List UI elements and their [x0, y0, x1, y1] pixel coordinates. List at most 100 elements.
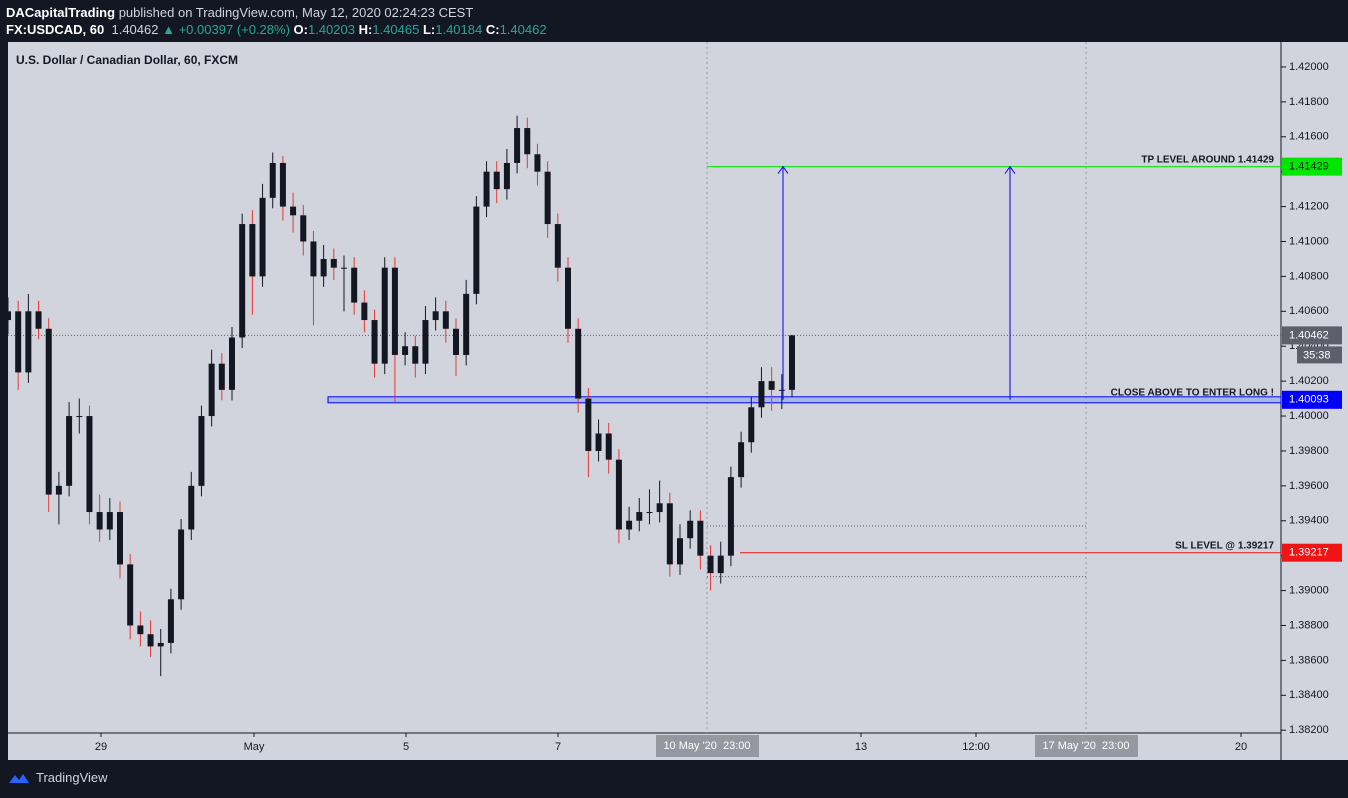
range-label: 10 May '20 23:00: [663, 740, 750, 752]
candle-body: [707, 555, 714, 574]
published: published on TradingView.com, May 12, 20…: [118, 5, 474, 20]
author: DACapitalTrading: [6, 5, 116, 20]
candle-body: [45, 328, 52, 495]
arrow-head: [1004, 165, 1016, 174]
candle-body: [422, 320, 429, 364]
level-price: 1.40093: [1289, 394, 1329, 406]
candle-body: [188, 485, 195, 530]
y-tick-label: 1.41600: [1289, 131, 1329, 143]
y-tick-label: 1.38400: [1289, 689, 1329, 701]
candle-body: [127, 564, 134, 626]
open-label: O:: [293, 22, 308, 37]
level-price: 1.41429: [1289, 161, 1329, 173]
candle-body: [493, 171, 500, 190]
candle-body: [738, 442, 745, 478]
candle-body: [259, 197, 266, 277]
candle-body: [524, 128, 531, 155]
candle-body: [412, 346, 419, 364]
candle-body: [76, 416, 83, 418]
y-tick-label: 1.40800: [1289, 270, 1329, 282]
level-price: 1.39217: [1289, 547, 1329, 559]
candle-body: [463, 293, 470, 355]
high-label: H:: [358, 22, 373, 37]
x-tick-label: May: [244, 741, 265, 753]
level-price-box: [1282, 543, 1342, 562]
candle-body: [575, 328, 582, 399]
candle-body: [697, 520, 704, 556]
level-price-box: [1282, 390, 1342, 409]
last-price-box: [1282, 326, 1342, 345]
candle-body: [269, 162, 276, 198]
candle-body: [544, 171, 551, 225]
candle-body: [442, 311, 449, 329]
range-label: 17 May '20 23:00: [1042, 740, 1129, 752]
countdown: 35:38: [1303, 349, 1331, 361]
candle-body: [778, 389, 785, 391]
candle-body: [341, 267, 347, 269]
candle-body: [453, 328, 459, 355]
logo: [9, 773, 29, 783]
candle-body: [402, 346, 409, 355]
candle-body: [178, 529, 185, 600]
candle-body: [371, 320, 378, 364]
candle-body: [330, 258, 337, 268]
candle-body: [239, 224, 246, 338]
candle-body: [656, 503, 663, 513]
last-price: 1.40462: [1289, 329, 1329, 341]
candle-body: [585, 398, 592, 451]
chart-title: U.S. Dollar / Canadian Dollar, 60, FXCM: [16, 53, 238, 67]
level-text: CLOSE ABOVE TO ENTER LONG !: [1111, 387, 1274, 398]
candle-body: [789, 335, 795, 390]
candle-body: [5, 311, 11, 321]
y-tick-label: 1.41000: [1289, 235, 1329, 247]
candle-body: [687, 520, 694, 539]
candle-body: [198, 416, 205, 486]
candle-body: [86, 416, 93, 513]
candle-body: [300, 215, 307, 242]
candle-body: [432, 311, 439, 321]
candle-body: [483, 171, 490, 207]
y-tick-label: 1.42000: [1289, 61, 1329, 73]
level-price-box: [1282, 157, 1342, 176]
low: 1.40184: [435, 22, 483, 37]
x-tick-label: 13: [855, 741, 867, 753]
candle-body: [748, 407, 755, 443]
close-label: C:: [485, 22, 500, 37]
candle-body: [666, 503, 673, 565]
y-tick-label: 1.38600: [1289, 654, 1329, 666]
candle-body: [677, 538, 683, 565]
header: DACapitalTrading published on TradingVie…: [0, 0, 1348, 40]
range-label-box: [656, 735, 759, 757]
candle-body: [503, 162, 510, 190]
last: 1.40462: [111, 22, 159, 37]
candle-body: [279, 162, 286, 207]
brand: TradingView: [36, 770, 108, 785]
candle-body: [646, 512, 653, 514]
x-tick-label: 20: [1235, 741, 1247, 753]
candle-body: [66, 416, 73, 486]
candle-body: [565, 267, 571, 329]
candle-body: [290, 206, 297, 216]
y-tick-label: 1.41200: [1289, 200, 1329, 212]
level-text: SL LEVEL @ 1.39217: [1175, 540, 1274, 551]
x-tick-label: 12:00: [962, 741, 990, 753]
change: ▲ +0.00397 (+0.28%): [162, 22, 290, 37]
candle-body: [229, 337, 235, 390]
candle-body: [218, 363, 225, 390]
y-tick-label: 1.39000: [1289, 584, 1329, 596]
candle-body: [534, 154, 541, 172]
candle-body: [473, 206, 480, 294]
candle-body: [626, 520, 633, 530]
low-label: L:: [422, 22, 436, 37]
candle-body: [15, 311, 22, 373]
candle-body: [157, 642, 164, 647]
candle-body: [727, 477, 734, 556]
candle-body: [514, 128, 521, 163]
candle-body: [605, 433, 612, 460]
level-band: [327, 396, 1282, 404]
symbol: FX:USDCAD, 60: [6, 22, 105, 37]
candle-body: [137, 625, 144, 635]
y-tick-label: 1.41800: [1289, 96, 1329, 108]
